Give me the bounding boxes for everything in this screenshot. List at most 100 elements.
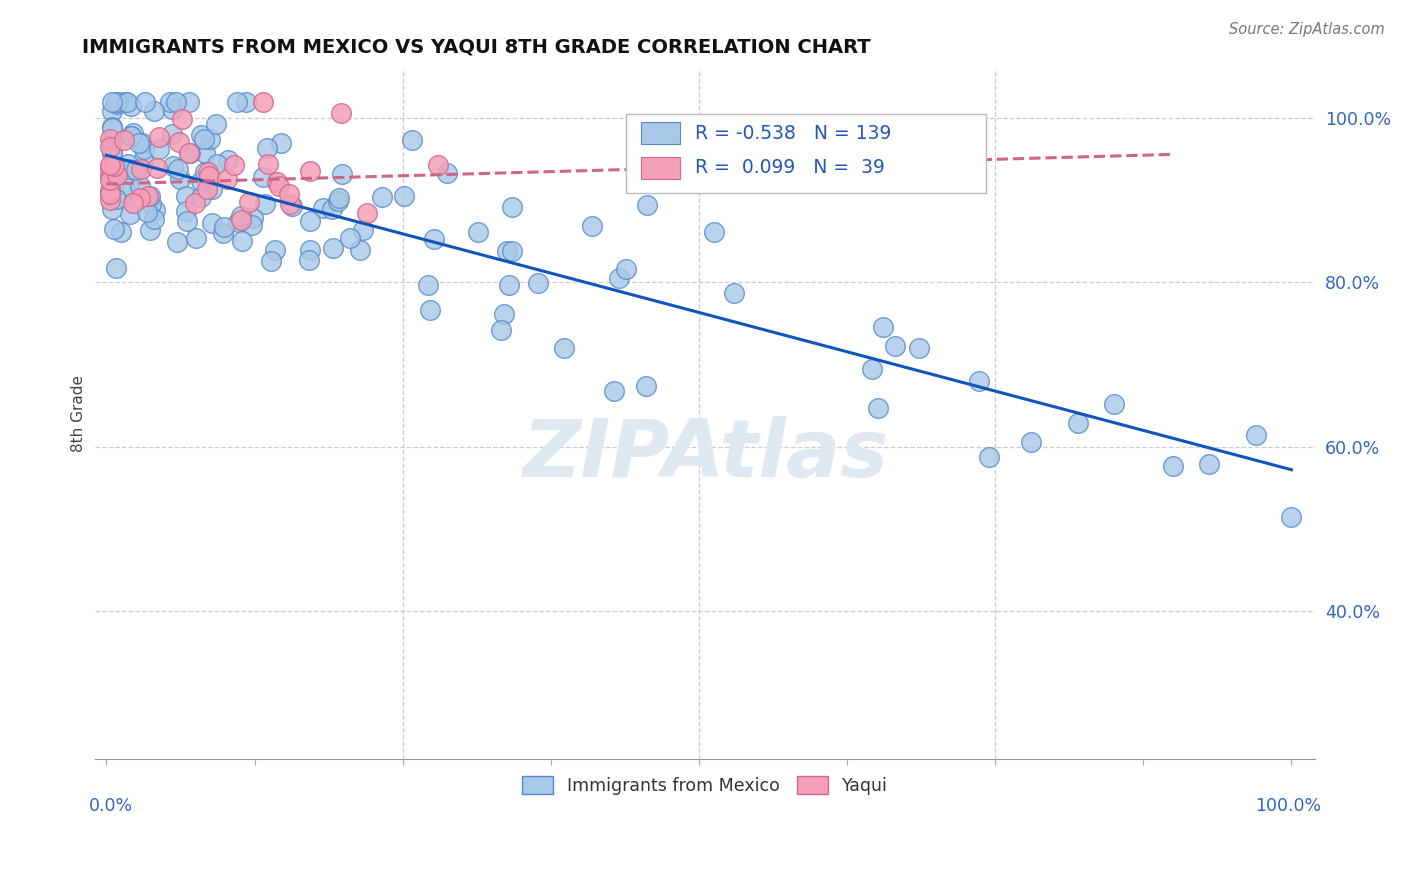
Point [1161,458,1184,473]
Point [883,339,905,353]
Point [167,135,190,149]
Point [356,206,378,220]
Point [278,197,301,211]
Point [101,135,124,149]
Point [322,242,344,256]
Point [174,204,197,219]
Point [105,97,128,112]
Point [128,136,150,151]
Point [98,131,121,145]
Point [260,253,283,268]
Point [117,162,139,177]
Point [427,158,450,172]
Point [162,159,184,173]
Point [634,379,657,393]
Point [194,145,217,160]
Point [866,401,889,415]
Point [103,221,125,235]
Point [98,173,121,187]
Point [98,140,121,154]
Point [146,161,169,176]
Point [231,234,253,248]
Legend: Immigrants from Mexico, Yaqui: Immigrants from Mexico, Yaqui [515,769,896,802]
Point [101,146,124,161]
Point [1067,416,1090,430]
Point [162,102,184,116]
Point [148,129,170,144]
Point [190,174,212,188]
Point [138,194,160,208]
Point [104,261,127,276]
Point [205,117,228,131]
Point [166,235,188,249]
Point [176,213,198,227]
Point [226,214,249,228]
Point [616,261,638,276]
Point [1244,427,1267,442]
Point [419,303,441,318]
Point [103,181,125,195]
Point [198,132,221,146]
Point [117,156,139,170]
Point [270,136,292,150]
Point [321,202,343,216]
Point [105,95,128,109]
Point [240,219,263,233]
Point [212,226,235,240]
Point [98,168,121,182]
Point [312,201,335,215]
Point [267,178,290,193]
Point [501,244,523,258]
Point [553,342,575,356]
Point [131,136,153,150]
Point [1019,434,1042,449]
Point [148,142,170,156]
Point [328,190,350,204]
Point [418,277,440,292]
Point [1281,510,1303,524]
Point [256,141,278,155]
Point [330,105,353,120]
Point [489,323,512,337]
Point [190,189,212,203]
Point [1198,457,1220,471]
Point [179,146,201,161]
Point [118,178,141,193]
Point [979,450,1001,465]
Point [392,188,415,202]
Point [371,190,394,204]
Point [217,153,239,167]
Point [298,163,321,178]
Point [501,200,523,214]
Point [352,223,374,237]
Point [195,182,218,196]
Point [328,194,350,209]
Point [277,187,299,202]
Point [166,162,188,177]
Point [103,159,125,173]
Text: 100.0%: 100.0% [1256,797,1322,814]
Point [101,103,124,118]
Point [101,145,124,159]
Point [101,202,124,216]
Point [222,158,245,172]
Point [436,166,458,180]
Point [165,95,187,109]
Point [235,95,257,109]
Point [132,153,155,168]
Point [179,145,201,160]
Point [908,341,931,355]
Y-axis label: 8th Grade: 8th Grade [72,376,86,452]
Point [98,182,121,196]
Point [104,192,127,206]
Point [860,362,883,376]
Text: IMMIGRANTS FROM MEXICO VS YAQUI 8TH GRADE CORRELATION CHART: IMMIGRANTS FROM MEXICO VS YAQUI 8TH GRAD… [83,37,870,56]
Point [264,244,287,258]
Point [215,172,238,186]
Bar [641,122,681,145]
Point [139,196,162,211]
Point [349,243,371,257]
Point [120,207,142,221]
Point [190,128,212,142]
Point [205,157,228,171]
